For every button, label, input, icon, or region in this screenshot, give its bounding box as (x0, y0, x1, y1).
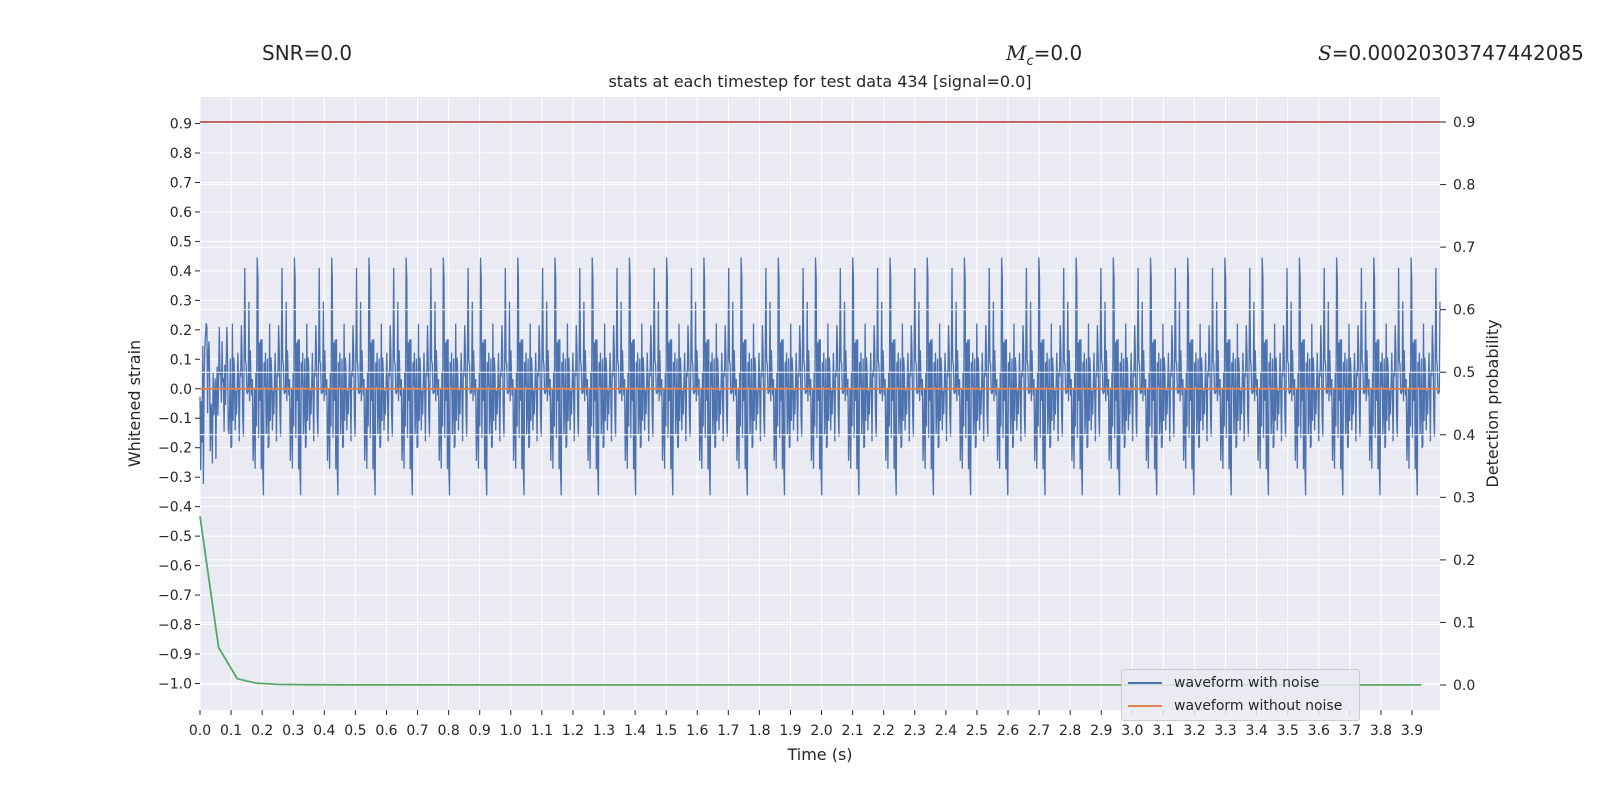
y-tick-label-left: −0.8 (158, 618, 192, 634)
y-tick-label-left: −0.3 (158, 470, 192, 486)
y-tick-label-left: −0.1 (158, 411, 192, 427)
x-tick-label: 1.1 (531, 723, 553, 739)
x-tick-label: 3.6 (1308, 723, 1330, 739)
y-tick-label-right: 0.8 (1453, 178, 1475, 194)
s-stat-label: S=0.00020303747442085 (1318, 41, 1584, 65)
y-tick-label-left: 0.4 (170, 264, 192, 280)
y-axis-label-left: Whitened strain (125, 340, 144, 467)
legend-swatch-clean (1128, 705, 1162, 707)
y-tick-label-right: 0.4 (1453, 428, 1475, 444)
y-tick-label-left: −0.2 (158, 441, 192, 457)
x-tick-label: 3.8 (1370, 723, 1392, 739)
x-tick-label: 1.4 (624, 723, 646, 739)
x-tick-label: 2.1 (841, 723, 863, 739)
x-tick-label: 3.3 (1214, 723, 1236, 739)
x-tick-label: 0.9 (469, 723, 491, 739)
y-tick-label-left: −0.5 (158, 529, 192, 545)
x-tick-label: 2.3 (904, 723, 926, 739)
legend-label-clean: waveform without noise (1174, 698, 1343, 714)
x-tick-label: 0.1 (220, 723, 242, 739)
y-tick-label-left: 0.1 (170, 352, 192, 368)
y-tick-label-right: 0.9 (1453, 115, 1475, 131)
y-tick-label-left: −0.9 (158, 647, 192, 663)
x-tick-label: 2.8 (1059, 723, 1081, 739)
x-tick-label: 1.3 (593, 723, 615, 739)
mc-subscript: c (1026, 54, 1034, 69)
y-tick-label-left: 0.7 (170, 175, 192, 191)
snr-label: SNR=0.0 (262, 41, 353, 65)
y-tick-label-right: 0.6 (1453, 303, 1475, 319)
x-tick-label: 3.9 (1401, 723, 1423, 739)
y-axis-label-right: Detection probability (1483, 319, 1502, 487)
x-tick-label: 3.7 (1339, 723, 1361, 739)
y-tick-label-left: 0.9 (170, 117, 192, 133)
y-tick-label-left: 0.8 (170, 146, 192, 162)
x-tick-label: 0.8 (437, 723, 459, 739)
x-tick-label: 1.9 (779, 723, 801, 739)
y-tick-label-right: 0.5 (1453, 365, 1475, 381)
chart-title: stats at each timestep for test data 434… (608, 72, 1031, 91)
x-tick-label: 2.7 (1028, 723, 1050, 739)
y-tick-label-right: 0.3 (1453, 490, 1475, 506)
y-tick-label-left: −1.0 (158, 676, 192, 692)
x-axis-label: Time (s) (786, 745, 852, 764)
y-tick-label-left: −0.6 (158, 559, 192, 575)
y-tick-label-right: 0.0 (1453, 678, 1475, 694)
y-tick-label-left: −0.4 (158, 500, 192, 516)
y-tick-label-left: 0.5 (170, 234, 192, 250)
x-tick-label: 2.0 (810, 723, 832, 739)
y-tick-label-right: 0.2 (1453, 553, 1475, 569)
x-tick-label: 1.8 (748, 723, 770, 739)
x-tick-label: 0.3 (282, 723, 304, 739)
y-tick-label-left: 0.2 (170, 323, 192, 339)
legend-item-clean: waveform without noise (1128, 696, 1342, 716)
mc-value: =0.0 (1033, 41, 1083, 65)
x-tick-label: 2.9 (1090, 723, 1112, 739)
y-tick-label-right: 0.1 (1453, 615, 1475, 631)
legend: waveform with noise waveform without noi… (1121, 669, 1360, 721)
x-tick-label: 1.7 (717, 723, 739, 739)
x-tick-label: 0.4 (313, 723, 335, 739)
y-tick-label-left: 0.6 (170, 205, 192, 221)
x-tick-label: 0.6 (375, 723, 397, 739)
y-tick-label-left: 0.0 (170, 382, 192, 398)
legend-item-noise: waveform with noise (1128, 673, 1319, 693)
legend-swatch-noise (1128, 682, 1162, 684)
x-tick-label: 1.2 (562, 723, 584, 739)
x-tick-label: 0.7 (406, 723, 428, 739)
x-tick-label: 3.5 (1277, 723, 1299, 739)
y-tick-label-right: 0.7 (1453, 240, 1475, 256)
x-tick-label: 3.4 (1246, 723, 1268, 739)
s-symbol: S (1318, 41, 1332, 65)
x-tick-label: 0.2 (251, 723, 273, 739)
x-tick-label: 0.0 (189, 723, 211, 739)
series-waveform-with-noise (199, 257, 1441, 496)
s-value: =0.00020303747442085 (1331, 41, 1584, 65)
chirp-mass-label: Mc=0.0 (1006, 41, 1082, 69)
x-tick-label: 3.2 (1183, 723, 1205, 739)
x-tick-label: 2.2 (873, 723, 895, 739)
x-tick-label: 3.1 (1152, 723, 1174, 739)
mc-symbol: M (1006, 41, 1027, 65)
series-detection-probability (199, 515, 1422, 686)
y-tick-label-left: −0.7 (158, 588, 192, 604)
x-tick-label: 1.6 (686, 723, 708, 739)
x-tick-label: 2.5 (966, 723, 988, 739)
legend-label-noise: waveform with noise (1174, 675, 1320, 691)
x-tick-label: 1.5 (655, 723, 677, 739)
y-tick-label-left: 0.3 (170, 293, 192, 309)
x-tick-label: 1.0 (500, 723, 522, 739)
x-tick-label: 0.5 (344, 723, 366, 739)
x-tick-label: 2.4 (935, 723, 957, 739)
x-tick-label: 2.6 (997, 723, 1019, 739)
x-tick-label: 3.0 (1121, 723, 1143, 739)
